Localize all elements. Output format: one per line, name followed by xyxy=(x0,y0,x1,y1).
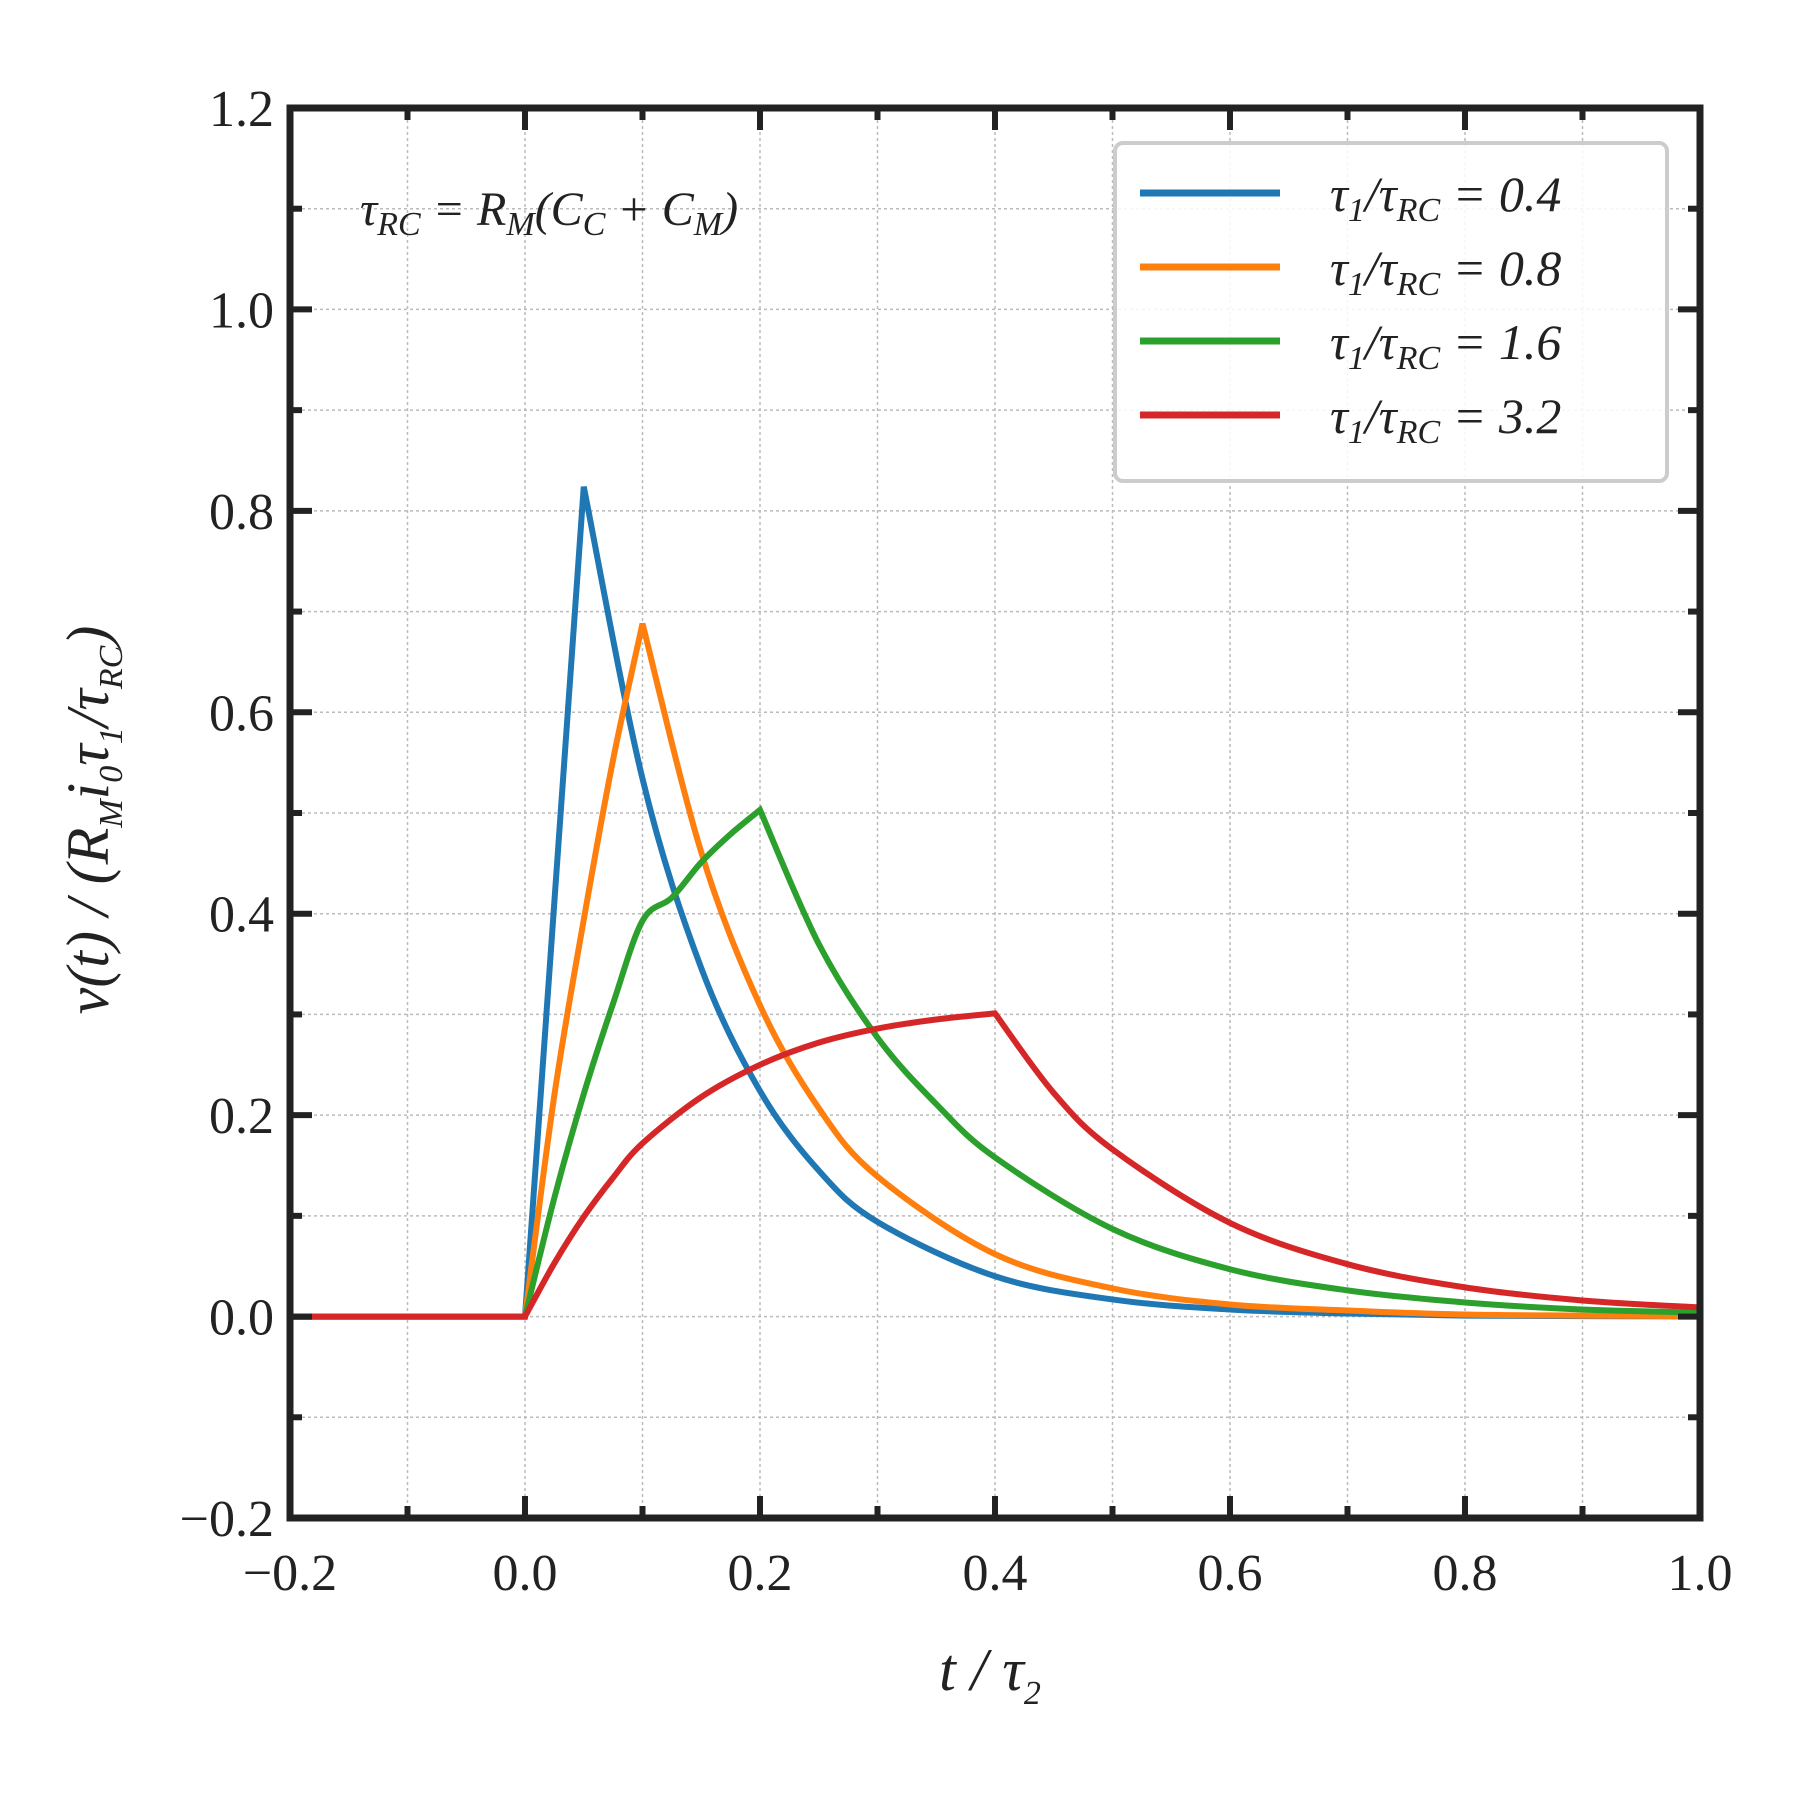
y-tick-label: 1.2 xyxy=(209,81,274,138)
x-tick-label: 0.2 xyxy=(728,1545,793,1602)
annotation-text: τRC = RM(CC + CM) xyxy=(360,183,738,243)
legend-label-1: τ1/τRC = 0.8 xyxy=(1330,240,1561,303)
series-layer xyxy=(290,486,1701,1320)
x-tick-label: 0.8 xyxy=(1433,1545,1498,1602)
tick-labels: −0.2 0.0 0.2 0.4 0.6 0.8 1.0 −0.2 0.0 0.2 0.4 0.6 0.… xyxy=(180,81,1733,1602)
y-tick-label: 1.0 xyxy=(209,282,274,339)
legend-label-0: τ1/τRC = 0.4 xyxy=(1330,166,1561,229)
series-line-1 xyxy=(290,622,1701,1320)
y-tick-label: 0.2 xyxy=(209,1088,274,1145)
y-tick-label: 0.4 xyxy=(209,887,274,944)
legend-label-2: τ1/τRC = 1.6 xyxy=(1330,314,1561,377)
y-axis-label: v(t) / (RMi0τ1/τRC) xyxy=(55,626,130,1015)
series-line-2 xyxy=(290,805,1701,1320)
y-tick-label: 0.0 xyxy=(209,1290,274,1347)
legend: τ1/τRC = 0.4 τ1/τRC = 0.8 τ1/τRC = 1.6 τ… xyxy=(1113,141,1669,483)
x-tick-label: 1.0 xyxy=(1668,1545,1733,1602)
y-tick-label: 0.6 xyxy=(209,685,274,742)
series-line-3 xyxy=(290,1010,1701,1320)
legend-label-3: τ1/τRC = 3.2 xyxy=(1330,388,1561,451)
x-tick-label: 0.4 xyxy=(963,1545,1028,1602)
x-tick-label: 0.0 xyxy=(493,1545,558,1602)
x-tick-label: 0.6 xyxy=(1198,1545,1263,1602)
legend-box xyxy=(1113,141,1669,483)
y-tick-label: 0.8 xyxy=(209,484,274,541)
y-tick-label: −0.2 xyxy=(180,1491,274,1548)
x-tick-label: −0.2 xyxy=(243,1545,337,1602)
ticks xyxy=(287,105,1703,1521)
x-axis-label: t / τ2 xyxy=(939,1637,1041,1712)
